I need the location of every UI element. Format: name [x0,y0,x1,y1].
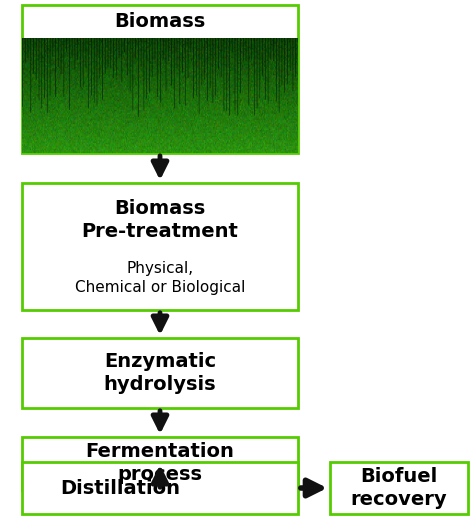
Text: Distillation: Distillation [60,479,180,498]
Text: Enzymatic
hydrolysis: Enzymatic hydrolysis [104,352,216,394]
Bar [22,437,298,490]
Bar [22,462,298,514]
Text: Fermentation
process: Fermentation process [86,442,235,484]
Text: Biofuel
recovery: Biofuel recovery [351,467,447,509]
Bar [330,462,468,514]
Bar [22,5,298,153]
Text: Physical,
Chemical or Biological: Physical, Chemical or Biological [75,261,245,295]
Text: Biomass: Biomass [114,12,206,31]
Text: Biomass
Pre-treatment: Biomass Pre-treatment [82,199,238,241]
Bar [22,183,298,310]
Bar [22,338,298,408]
